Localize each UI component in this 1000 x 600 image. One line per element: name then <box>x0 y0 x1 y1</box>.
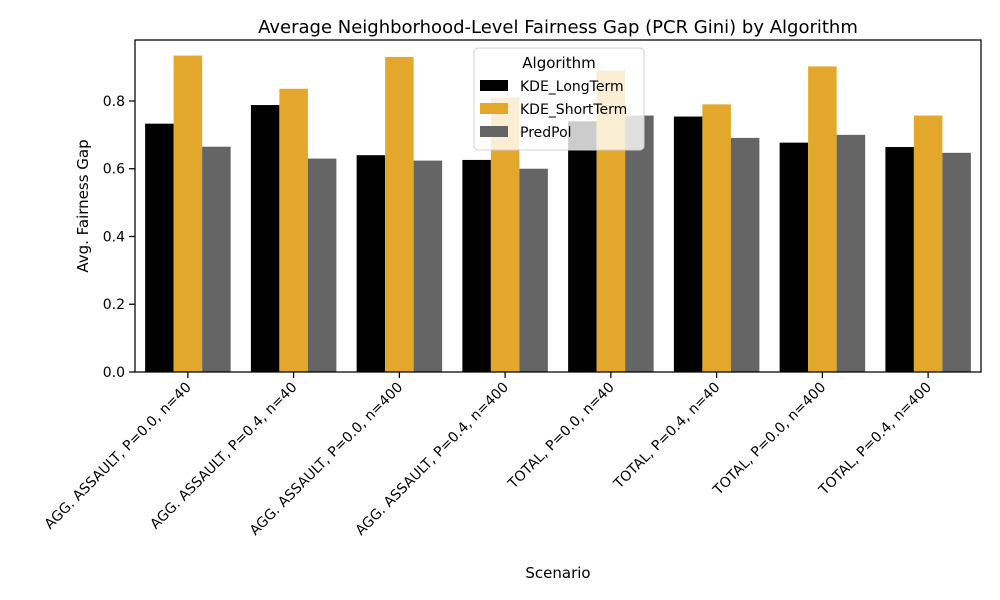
chart-title: Average Neighborhood-Level Fairness Gap … <box>258 17 858 38</box>
bar-kde-shortterm-6 <box>702 104 731 373</box>
legend-box <box>473 47 645 151</box>
bar-kde-longterm-4 <box>462 159 491 372</box>
bars-group <box>145 55 971 373</box>
y-axis-ticks: 0.0 0.2 0.4 0.6 0.8 <box>103 94 135 381</box>
legend-swatch-kde-longterm <box>480 80 508 91</box>
x-tick-label: TOTAL, P=0.0, n=40 <box>505 380 618 493</box>
legend-label-predpol: PredPol <box>520 125 572 141</box>
bar-kde-longterm-8 <box>885 147 914 372</box>
bar-kde-longterm-2 <box>250 105 280 372</box>
bar-kde-shortterm-3 <box>385 56 414 372</box>
bar-predpol-3 <box>413 160 443 372</box>
bar-predpol-7 <box>836 134 866 372</box>
x-tick-label: TOTAL, P=0.4, n=40 <box>610 380 723 493</box>
y-tick-label: 0.0 <box>103 365 125 381</box>
legend-label-kde-longterm: KDE_LongTerm <box>520 79 624 95</box>
legend-swatch-kde-shortterm <box>480 103 508 114</box>
x-tick-label: TOTAL, P=0.0, n=400 <box>710 380 829 499</box>
legend: Algorithm KDE_LongTerm KDE_ShortTerm PredPo… <box>473 47 645 151</box>
y-tick-label: 0.8 <box>103 94 125 110</box>
bar-kde-longterm-7 <box>779 142 809 372</box>
bar-kde-longterm-3 <box>356 155 386 372</box>
bar-predpol-4 <box>519 168 548 372</box>
x-tick-label: TOTAL, P=0.4, n=400 <box>815 380 934 499</box>
y-tick-label: 0.6 <box>103 162 125 178</box>
bar-kde-longterm-5 <box>568 121 597 372</box>
plot-frame <box>134 39 982 373</box>
x-axis-title: Scenario <box>525 564 590 582</box>
bar-predpol-1 <box>202 146 231 372</box>
bar-predpol-8 <box>942 152 971 372</box>
bar-predpol-2 <box>307 158 337 372</box>
bar-kde-shortterm-7 <box>808 66 837 373</box>
bar-predpol-5 <box>625 115 654 373</box>
legend-label-kde-shortterm: KDE_ShortTerm <box>520 102 627 118</box>
bar-kde-shortterm-2 <box>279 88 308 372</box>
bar-kde-longterm-6 <box>673 116 703 372</box>
bar-kde-shortterm-1 <box>173 55 203 372</box>
y-tick-label: 0.2 <box>103 297 125 313</box>
legend-title: Algorithm <box>522 54 595 72</box>
legend-swatch-predpol <box>480 126 508 137</box>
y-tick-label: 0.4 <box>103 229 125 245</box>
bar-predpol-6 <box>730 137 760 372</box>
y-axis-title: Avg. Fairness Gap <box>74 139 92 272</box>
bar-kde-shortterm-8 <box>913 115 943 373</box>
bar-kde-longterm-1 <box>145 123 174 373</box>
